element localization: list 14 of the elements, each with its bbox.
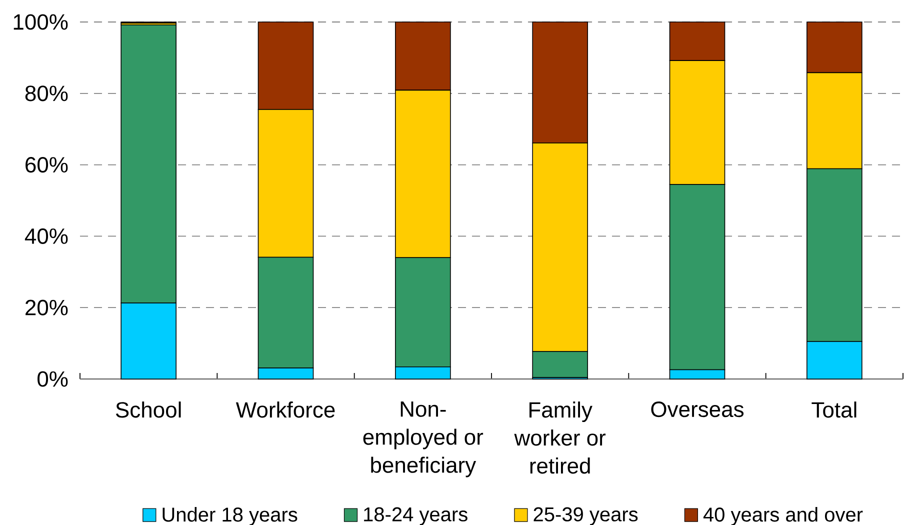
- y-tick-label: 20%: [26, 300, 68, 316]
- y-tick-label: 60%: [26, 157, 68, 173]
- y-tick-label: 40%: [24, 228, 68, 244]
- x-tick-label: Non-employed or beneficiary: [363, 402, 484, 478]
- legend-label: 18-24 years: [364, 507, 468, 525]
- x-tick-label: Total: [812, 402, 856, 418]
- y-tick-label: 80%: [25, 86, 68, 102]
- x-tick-label: Overseas: [651, 402, 744, 418]
- x-tick-label: Family worker or retired: [514, 402, 606, 474]
- x-tick-label: Workforce: [236, 402, 335, 418]
- y-tick-label: 0%: [38, 371, 68, 387]
- y-tick-label: 100%: [14, 14, 68, 30]
- x-tick-label: School: [116, 402, 181, 418]
- legend-label: 25-39 years: [534, 507, 638, 525]
